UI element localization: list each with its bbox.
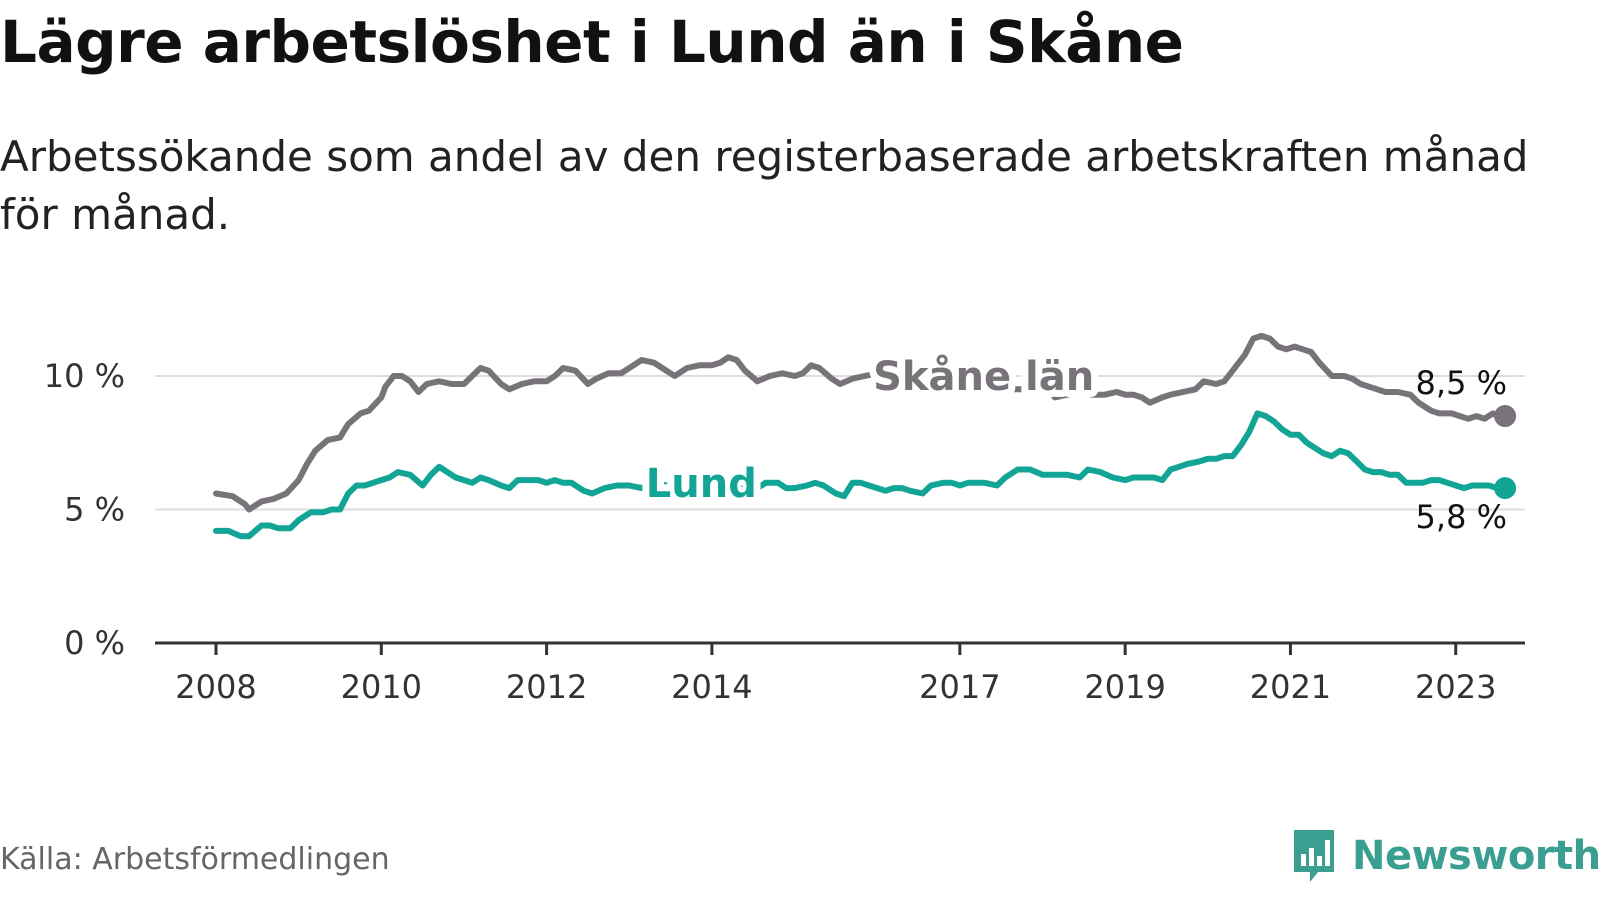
- source-note: Källa: Arbetsförmedlingen: [0, 842, 390, 877]
- lund-end-marker: [1494, 477, 1517, 500]
- lund-end-value-label: 5,8 %: [1416, 498, 1507, 536]
- x-tick-label: 2017: [919, 668, 1000, 706]
- chart-subtitle: Arbetssökande som andel av den registerb…: [0, 132, 1529, 239]
- lund-series-line: [213, 410, 1501, 540]
- skane-series-line: [213, 332, 1501, 513]
- skane-end-marker: [1494, 405, 1517, 428]
- y-tick-label: 10 %: [44, 357, 125, 395]
- series-lines: [213, 332, 1517, 540]
- series-labels: 8,5 % Skåne län 5,8 % Lund: [639, 346, 1507, 536]
- x-tick-label: 2021: [1250, 668, 1331, 706]
- x-tick-label: 2019: [1084, 668, 1165, 706]
- skane-series-label: Skåne län: [873, 353, 1094, 400]
- y-tick-label: 0 %: [64, 624, 125, 662]
- x-tick-label: 2012: [506, 668, 587, 706]
- gridlines: [155, 375, 1525, 511]
- y-tick-label: 5 %: [64, 491, 125, 529]
- x-tick-label: 2023: [1415, 668, 1496, 706]
- newsworthy-logo-icon: [1294, 830, 1334, 882]
- skane-end-value-label: 8,5 %: [1416, 364, 1507, 402]
- x-tick-label: 2008: [175, 668, 256, 706]
- brand-logo: Newsworthy: [1290, 828, 1600, 884]
- x-axis: 2008 2010 2012 2014 2017 2019 2021 2023: [155, 641, 1525, 706]
- x-tick-label: 2014: [671, 668, 752, 706]
- x-tick-label: 2010: [341, 668, 422, 706]
- y-axis-ticks: 0 % 5 % 10 %: [44, 357, 125, 662]
- page-title: Lägre arbetslöshet i Lund än i Skåne: [0, 8, 1184, 76]
- lund-series-label: Lund: [646, 461, 757, 507]
- line-chart: 0 %5 %10 % 2008 2010 2012 2014 2017 2019 2021 2…: [44, 332, 1525, 706]
- brand-name: Newsworthy: [1352, 833, 1600, 879]
